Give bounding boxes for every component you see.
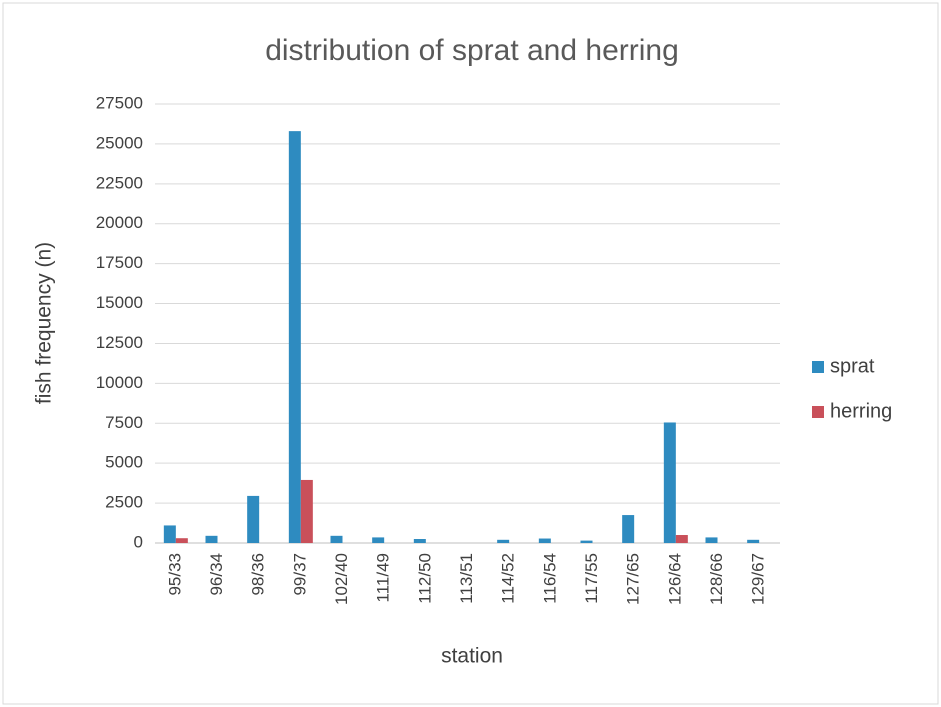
bar <box>205 535 218 543</box>
y-axis-label: fish frequency (n) <box>33 242 56 404</box>
y-tick-label: 22500 <box>96 173 143 192</box>
y-tick-label: 27500 <box>96 93 143 112</box>
x-tick-label: 112/50 <box>415 553 434 604</box>
x-tick-label: 102/40 <box>332 553 351 605</box>
x-tick-label: 111/49 <box>374 553 393 602</box>
bar <box>538 538 551 543</box>
x-tick-label: 127/65 <box>624 553 643 605</box>
legend-swatch <box>812 406 824 418</box>
y-tick-label: 7500 <box>105 413 143 432</box>
y-tick-label: 0 <box>134 532 143 551</box>
bar <box>580 540 593 543</box>
bar <box>747 539 760 543</box>
bar <box>330 535 343 543</box>
chart-title: distribution of sprat and herring <box>265 34 679 67</box>
legend-label: herring <box>830 400 892 422</box>
bar <box>372 537 385 543</box>
x-tick-label: 117/55 <box>582 553 601 604</box>
x-tick-label: 99/37 <box>290 553 309 596</box>
y-tick-label: 20000 <box>96 213 143 232</box>
x-axis-label: station <box>441 645 503 668</box>
y-tick-label: 10000 <box>96 373 143 392</box>
bar <box>300 479 313 543</box>
bar <box>163 525 176 543</box>
bar <box>622 515 635 543</box>
bar <box>175 538 188 543</box>
bar <box>705 537 718 543</box>
bar <box>497 539 510 543</box>
y-tick-label: 12500 <box>96 333 143 352</box>
x-tick-label: 128/66 <box>707 553 726 605</box>
x-tick-label: 113/51 <box>457 553 476 604</box>
x-tick-label: 96/34 <box>207 553 226 596</box>
x-tick-label: 95/33 <box>165 553 184 596</box>
x-tick-label: 116/54 <box>540 553 559 604</box>
x-tick-label: 129/67 <box>749 553 768 605</box>
y-tick-label: 25000 <box>96 133 143 152</box>
legend-swatch <box>812 361 824 373</box>
bar <box>663 422 676 543</box>
y-tick-label: 2500 <box>105 493 143 512</box>
x-tick-label: 98/36 <box>249 553 268 596</box>
bar <box>288 131 301 543</box>
y-tick-label: 5000 <box>105 453 143 472</box>
x-tick-label: 126/64 <box>665 553 684 605</box>
bar <box>413 539 426 543</box>
y-tick-label: 15000 <box>96 293 143 312</box>
y-tick-label: 17500 <box>96 253 143 272</box>
bar <box>247 495 260 543</box>
bar <box>675 535 688 543</box>
legend-label: sprat <box>830 355 875 377</box>
x-tick-label: 114/52 <box>499 553 518 604</box>
